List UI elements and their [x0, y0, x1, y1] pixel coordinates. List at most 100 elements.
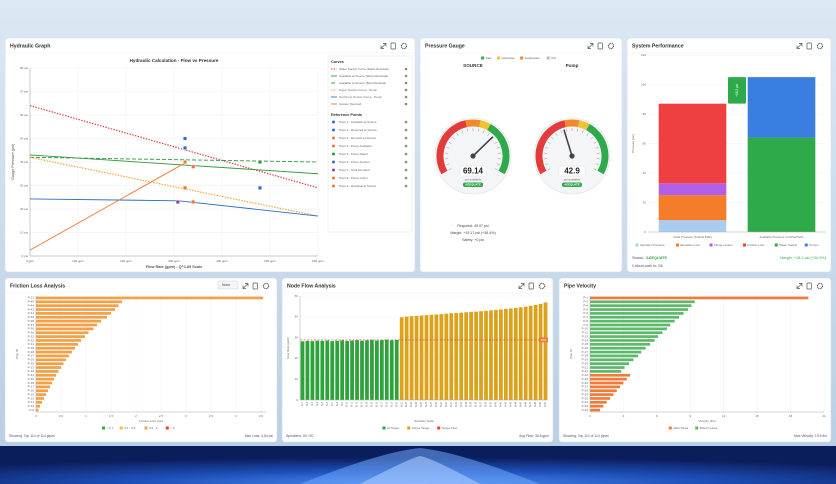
- bar: [389, 340, 394, 400]
- margin-annotation-text: +18.2 psi: [735, 84, 739, 97]
- y-tick-label: P-13: [28, 396, 35, 400]
- x-tick-label: N-3: [312, 401, 314, 405]
- reference-point[interactable]: [183, 145, 188, 150]
- export-icon[interactable]: [252, 282, 258, 290]
- reference-point[interactable]: [191, 164, 196, 169]
- visibility-toggle[interactable]: [404, 136, 408, 140]
- reference-point[interactable]: [183, 136, 188, 141]
- visibility-toggle[interactable]: [404, 128, 408, 132]
- bar: [590, 300, 695, 304]
- export-icon[interactable]: [390, 42, 396, 50]
- reference-point[interactable]: [175, 199, 180, 204]
- legend-label: Main Pipes: [673, 426, 688, 430]
- bar-segment: [747, 137, 816, 232]
- export-icon[interactable]: [597, 42, 603, 50]
- expand-icon[interactable]: [587, 43, 594, 49]
- bar: [590, 304, 692, 308]
- gauge-tick: [466, 128, 468, 132]
- visibility-toggle[interactable]: [404, 81, 408, 85]
- bar: [590, 339, 655, 342]
- legend-swatch: [497, 56, 501, 60]
- y-axis-label: Pressure (psi): [631, 134, 635, 153]
- gauge-tick: [494, 168, 498, 171]
- visibility-toggle[interactable]: [404, 176, 408, 180]
- export-icon[interactable]: [806, 282, 812, 290]
- y-tick-label: P-18: [28, 381, 35, 385]
- gauge-tick: [547, 168, 551, 171]
- visibility-toggle[interactable]: [404, 88, 408, 92]
- dropdown[interactable]: [217, 280, 239, 290]
- visibility-toggle[interactable]: [404, 120, 408, 124]
- visibility-toggle[interactable]: [404, 168, 408, 172]
- bar: [590, 358, 634, 362]
- panels: Hydraulic Graph Pressure Gauge System Perf…: [4, 37, 832, 443]
- legend-label: Adequate: [502, 56, 515, 60]
- gauge-band: [578, 120, 590, 131]
- legend-swatch: [481, 56, 485, 60]
- x-tick-label: 0: [35, 414, 37, 418]
- legend-label: > 2: [170, 426, 175, 430]
- gauge-tick: [452, 137, 455, 140]
- bar: [340, 340, 345, 400]
- gauge-detail: Safety: +0 psi: [462, 238, 484, 242]
- expand-icon[interactable]: [518, 283, 525, 289]
- settings-icon[interactable]: [607, 42, 615, 50]
- gauge-tick: [448, 141, 452, 144]
- x-tick-label: N-33: [461, 401, 463, 407]
- gauge-needle: [563, 129, 573, 157]
- x-tick-label: N-1: [302, 401, 304, 405]
- bar: [36, 304, 119, 308]
- export-icon[interactable]: [806, 42, 812, 50]
- status-badge: [463, 182, 483, 187]
- expand-icon[interactable]: [242, 283, 249, 289]
- expand-icon[interactable]: [380, 43, 387, 49]
- reference-point[interactable]: [257, 185, 262, 190]
- visibility-toggle[interactable]: [404, 74, 408, 78]
- settings-icon[interactable]: [400, 42, 408, 50]
- settings-icon[interactable]: [816, 282, 824, 290]
- visibility-toggle[interactable]: [404, 95, 408, 99]
- y-tick-label: 100: [641, 82, 646, 86]
- bar: [36, 400, 42, 404]
- gauge-tick: [565, 128, 567, 132]
- reference-point[interactable]: [183, 159, 188, 164]
- expand-icon[interactable]: [796, 283, 803, 289]
- reference-point[interactable]: [257, 159, 262, 164]
- gauge-band: [465, 119, 481, 128]
- panel-title: Node Flow Analysis: [287, 283, 336, 289]
- reference-point[interactable]: [191, 199, 196, 204]
- x-tick-label: N-27: [431, 401, 433, 407]
- settings-icon[interactable]: [262, 282, 270, 290]
- x-tick-label: N-19: [391, 401, 393, 407]
- dropdown-value[interactable]: None: [222, 283, 230, 287]
- bar: [590, 397, 611, 400]
- bar: [590, 366, 625, 369]
- y-tick-label: P-26: [28, 358, 35, 362]
- bar: [449, 313, 454, 400]
- settings-icon[interactable]: [538, 282, 546, 290]
- y-tick-label: 20: [295, 356, 299, 360]
- reference-point[interactable]: [183, 185, 188, 190]
- visibility-toggle[interactable]: [404, 160, 408, 164]
- x-tick-label: N-26: [426, 401, 428, 407]
- legend-swatch: [774, 243, 778, 247]
- expand-icon[interactable]: [796, 43, 803, 49]
- legend-label: Available at Source (Best Residual): [339, 81, 386, 85]
- visibility-toggle[interactable]: [404, 152, 408, 156]
- visibility-toggle[interactable]: [404, 144, 408, 148]
- bar: [379, 340, 384, 400]
- y-tick-label: P-15: [28, 392, 35, 396]
- settings-icon[interactable]: [816, 42, 824, 50]
- x-axis-label: Velocity (ft/s): [698, 419, 715, 423]
- legend-dot: [332, 184, 335, 188]
- visibility-toggle[interactable]: [404, 67, 408, 71]
- bar: [424, 315, 429, 400]
- footer-text: Showing: Top 114 of 114 pipes: [9, 434, 55, 438]
- legend-box: [327, 55, 413, 233]
- visibility-toggle[interactable]: [404, 102, 408, 106]
- export-icon[interactable]: [528, 282, 534, 290]
- y-tick-label: P-14: [582, 338, 589, 342]
- legend-label: Safe: [486, 56, 493, 60]
- visibility-toggle[interactable]: [404, 184, 408, 188]
- gauge-tick: [491, 137, 494, 140]
